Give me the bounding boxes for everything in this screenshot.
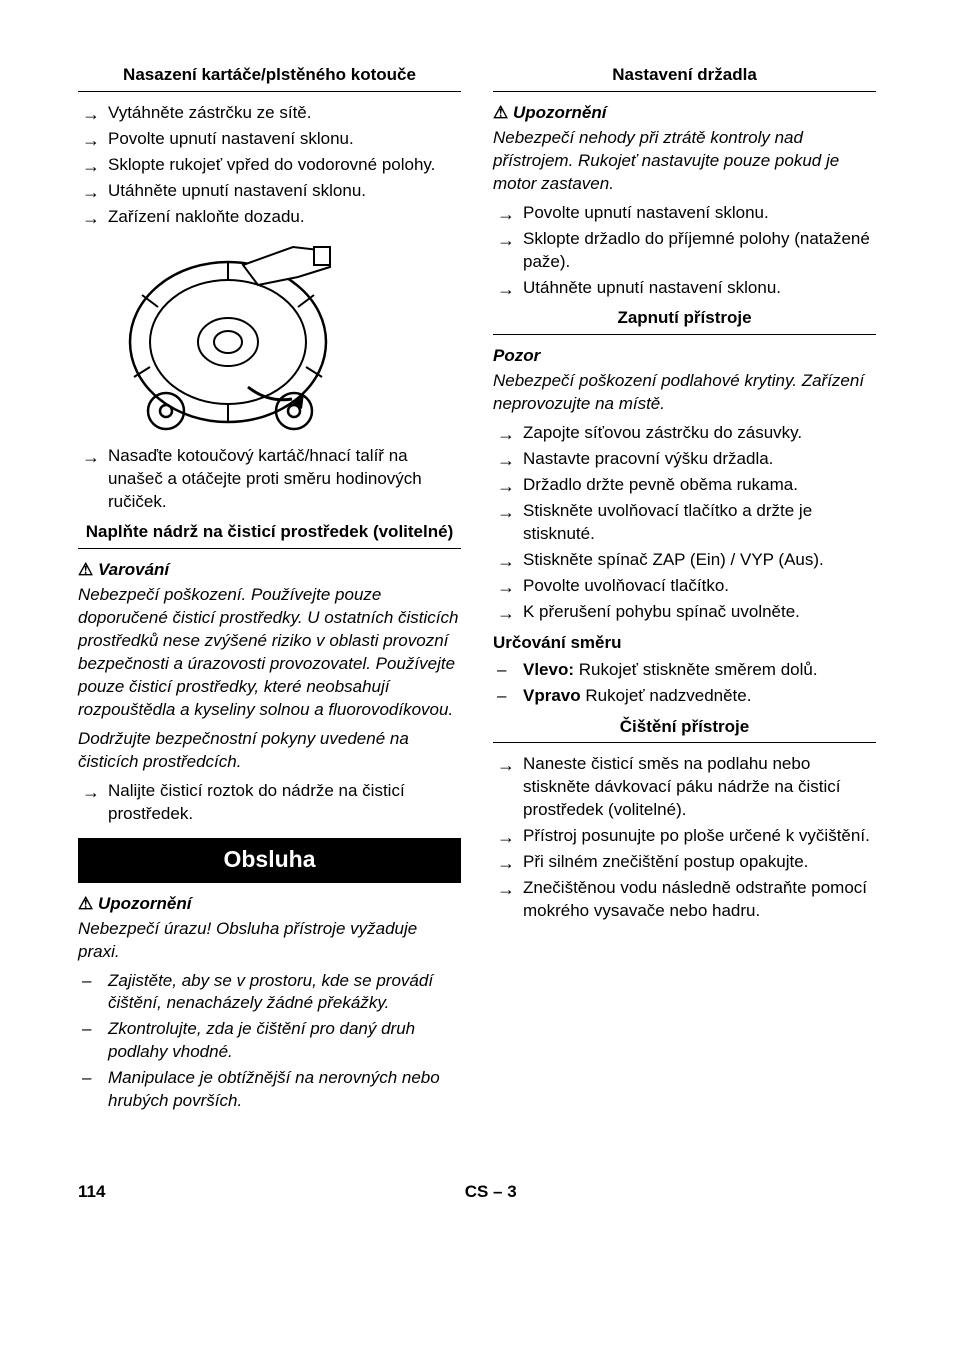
list-item: Nastavte pracovní výšku držadla. (493, 448, 876, 471)
list-item: K přerušení pohybu spínač uvolněte. (493, 601, 876, 624)
list-item: Sklopte rukojeť vpřed do vodorovné poloh… (78, 154, 461, 177)
list-item: Přístroj posunujte po ploše určené k vyč… (493, 825, 876, 848)
dash-list: Zajistěte, aby se v prostoru, kde se pro… (78, 970, 461, 1114)
direction-text: Rukojeť stiskněte směrem dolů. (574, 660, 818, 679)
warning-label: Upozornění (493, 102, 876, 125)
section-heading-inverted: Obsluha (78, 838, 461, 883)
warning-label: Varování (78, 559, 461, 582)
list-item: Povolte upnutí nastavení sklonu. (78, 128, 461, 151)
warning-text: Nebezpečí úrazu! Obsluha přístroje vyžad… (78, 918, 461, 964)
page-footer: 114 CS – 3 (0, 1181, 954, 1234)
arrow-list: Vytáhněte zástrčku ze sítě. Povolte upnu… (78, 102, 461, 229)
list-item: Znečištěnou vodu následně odstraňte pomo… (493, 877, 876, 923)
list-item: Vlevo: Rukojeť stiskněte směrem dolů. (493, 659, 876, 682)
section-heading: Čištění přístroje (493, 716, 876, 744)
dash-list: Vlevo: Rukojeť stiskněte směrem dolů. Vp… (493, 659, 876, 708)
list-item: Povolte upnutí nastavení sklonu. (493, 202, 876, 225)
arrow-list: Naneste čisticí směs na podlahu nebo sti… (493, 753, 876, 923)
arrow-list: Povolte upnutí nastavení sklonu. Sklopte… (493, 202, 876, 300)
direction-text: Rukojeť nadzvedněte. (581, 686, 752, 705)
direction-label: Vlevo: (523, 660, 574, 679)
list-item: Zajistěte, aby se v prostoru, kde se pro… (78, 970, 461, 1016)
warning-text: Nebezpečí poškození. Používejte pouze do… (78, 584, 461, 722)
list-item: Stiskněte uvolňovací tlačítko a držte je… (493, 500, 876, 546)
list-item: Při silném znečištění postup opakujte. (493, 851, 876, 874)
section-heading: Nastavení držadla (493, 64, 876, 92)
arrow-list: Nalijte čisticí roztok do nádrže na čist… (78, 780, 461, 826)
sub-heading: Určování směru (493, 632, 876, 655)
two-column-layout: Nasazení kartáče/plstěného kotouče Vytáh… (78, 58, 876, 1121)
list-item: Sklopte držadlo do příjemné polohy (nata… (493, 228, 876, 274)
list-item: Nalijte čisticí roztok do nádrže na čist… (78, 780, 461, 826)
list-item: Manipulace je obtížnější na nerovných ne… (78, 1067, 461, 1113)
list-item: Povolte uvolňovací tlačítko. (493, 575, 876, 598)
list-item: Držadlo držte pevně oběma rukama. (493, 474, 876, 497)
warning-text: Nebezpečí nehody při ztrátě kontroly nad… (493, 127, 876, 196)
list-item: Naneste čisticí směs na podlahu nebo sti… (493, 753, 876, 822)
direction-label: Vpravo (523, 686, 581, 705)
list-item: Zapojte síťovou zástrčku do zásuvky. (493, 422, 876, 445)
list-item: Nasaďte kotoučový kartáč/hnací talíř na … (78, 445, 461, 514)
section-heading: Zapnutí přístroje (493, 307, 876, 335)
arrow-list: Nasaďte kotoučový kartáč/hnací talíř na … (78, 445, 461, 514)
page-number: 114 (78, 1181, 105, 1204)
page: Nasazení kartáče/plstěného kotouče Vytáh… (0, 0, 954, 1161)
warning-text: Dodržujte bezpečnostní pokyny uvedené na… (78, 728, 461, 774)
arrow-list: Zapojte síťovou zástrčku do zásuvky. Nas… (493, 422, 876, 624)
brush-diagram (98, 237, 358, 437)
list-item: Zkontrolujte, zda je čištění pro daný dr… (78, 1018, 461, 1064)
left-column: Nasazení kartáče/plstěného kotouče Vytáh… (78, 58, 461, 1121)
list-item: Vpravo Rukojeť nadzvedněte. (493, 685, 876, 708)
caution-text: Nebezpečí poškození podlahové krytiny. Z… (493, 370, 876, 416)
list-item: Stiskněte spínač ZAP (Ein) / VYP (Aus). (493, 549, 876, 572)
warning-label: Upozornění (78, 893, 461, 916)
list-item: Zařízení nakloňte dozadu. (78, 206, 461, 229)
right-column: Nastavení držadla Upozornění Nebezpečí n… (493, 58, 876, 1121)
list-item: Utáhněte upnutí nastavení sklonu. (78, 180, 461, 203)
list-item: Vytáhněte zástrčku ze sítě. (78, 102, 461, 125)
section-heading: Nasazení kartáče/plstěného kotouče (78, 64, 461, 92)
section-heading: Naplňte nádrž na čisticí prostředek (vol… (78, 521, 461, 549)
caution-label: Pozor (493, 345, 876, 368)
footer-center: CS – 3 (105, 1181, 876, 1204)
list-item: Utáhněte upnutí nastavení sklonu. (493, 277, 876, 300)
